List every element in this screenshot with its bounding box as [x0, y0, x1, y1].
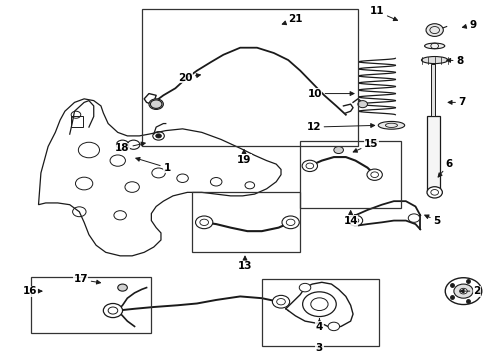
Circle shape	[408, 214, 420, 222]
Circle shape	[156, 134, 161, 138]
Ellipse shape	[378, 121, 405, 129]
Text: 4: 4	[316, 319, 323, 332]
Text: 21: 21	[282, 14, 303, 25]
Circle shape	[302, 160, 318, 171]
Text: 5: 5	[425, 215, 441, 226]
Text: 9: 9	[463, 20, 476, 30]
Text: 6: 6	[438, 159, 452, 177]
Text: 2: 2	[460, 286, 480, 296]
Bar	[262, 279, 379, 346]
Bar	[71, 116, 83, 127]
Text: 14: 14	[343, 211, 358, 226]
Circle shape	[334, 147, 343, 154]
Circle shape	[196, 216, 213, 229]
Circle shape	[426, 24, 443, 36]
Circle shape	[367, 169, 382, 180]
Circle shape	[149, 99, 163, 109]
Circle shape	[358, 101, 368, 108]
Bar	[192, 192, 300, 252]
Circle shape	[303, 292, 336, 316]
Text: 20: 20	[178, 73, 200, 83]
Text: 17: 17	[74, 274, 100, 284]
Text: 19: 19	[237, 150, 251, 165]
Text: 12: 12	[306, 122, 375, 132]
Ellipse shape	[421, 57, 448, 64]
Circle shape	[118, 284, 127, 291]
Text: 1: 1	[136, 157, 171, 173]
Text: 3: 3	[316, 343, 323, 353]
Circle shape	[460, 288, 467, 294]
Text: 16: 16	[23, 286, 42, 296]
Circle shape	[454, 284, 473, 298]
Text: 18: 18	[115, 142, 145, 153]
Circle shape	[427, 187, 442, 198]
Circle shape	[272, 295, 290, 308]
Circle shape	[282, 216, 299, 229]
Bar	[426, 117, 440, 190]
Circle shape	[103, 303, 122, 318]
Circle shape	[445, 278, 482, 305]
Circle shape	[299, 283, 311, 292]
Text: 8: 8	[447, 56, 464, 66]
Bar	[300, 141, 401, 208]
Bar	[31, 277, 151, 333]
Text: 15: 15	[353, 139, 379, 152]
Text: 10: 10	[307, 89, 354, 99]
Text: 11: 11	[370, 6, 397, 21]
Circle shape	[328, 322, 340, 330]
Ellipse shape	[425, 43, 445, 49]
Bar	[431, 64, 435, 117]
Text: 13: 13	[238, 256, 252, 271]
Bar	[142, 9, 358, 147]
Circle shape	[348, 215, 363, 226]
Text: 7: 7	[448, 98, 466, 107]
